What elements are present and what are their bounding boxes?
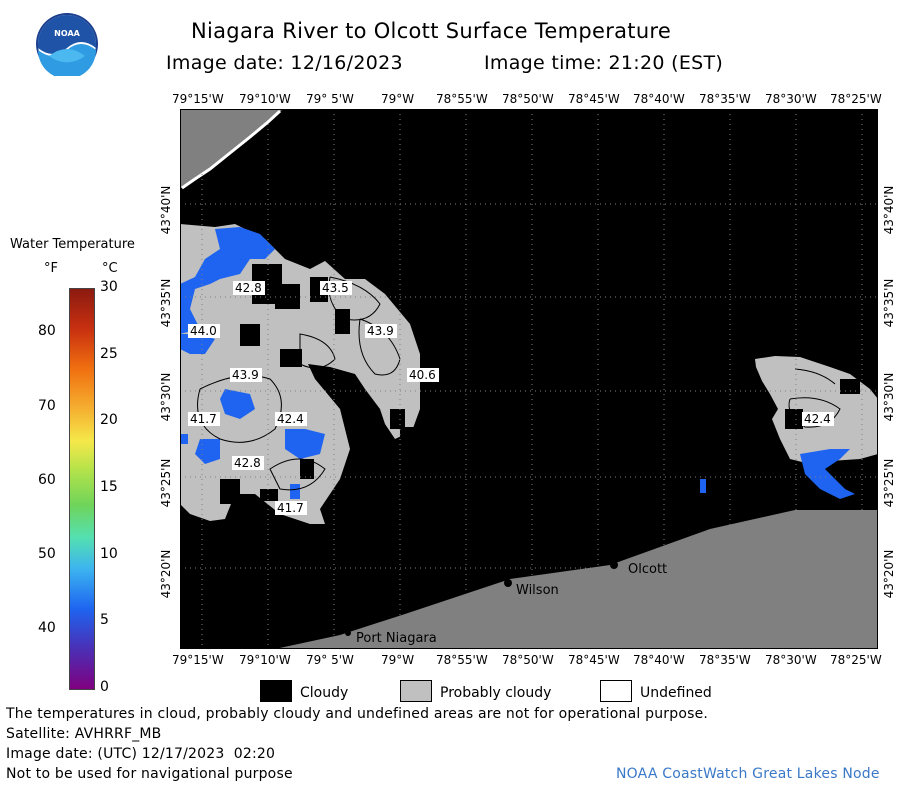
cold-water-patches — [180, 227, 855, 499]
lon-label: 78°25'W — [830, 653, 882, 667]
undefined-border — [181, 109, 282, 190]
navigation-warning: Not to be used for navigational purpose — [6, 766, 293, 782]
fahrenheit-tick: 70 — [38, 397, 56, 414]
legend-probably-cloudy-swatch — [400, 680, 432, 702]
places: Olcott Wilson Port Niagara — [345, 561, 667, 646]
lat-lon-grid — [180, 109, 878, 649]
map-area: 42.8 43.5 43.9 44.0 43.9 40.6 41.7 42.4 … — [180, 109, 878, 649]
lat-label: 43°25'N — [159, 458, 173, 508]
temp-label: 42.8 — [235, 281, 262, 295]
color-scale-bar — [69, 288, 95, 690]
lon-label: 79°15'W — [172, 653, 224, 667]
lon-label: 79°W — [381, 653, 415, 667]
celsius-tick: 5 — [100, 612, 109, 629]
lon-label: 78°35'W — [699, 653, 751, 667]
temp-label: 42.4 — [804, 412, 831, 426]
lon-label: 79°15'W — [172, 92, 224, 106]
noaa-logo: NOAA — [35, 12, 99, 79]
lon-label: 78°30'W — [765, 92, 817, 106]
utc-date-text: Image date: (UTC) 12/17/2023 02:20 — [6, 746, 276, 762]
temp-label: 44.0 — [190, 324, 217, 338]
fahrenheit-tick: 50 — [38, 545, 56, 562]
wilson-marker — [504, 579, 512, 587]
lon-label: 78°45'W — [568, 653, 620, 667]
celsius-tick: 25 — [100, 345, 118, 362]
fahrenheit-tick: 80 — [38, 323, 56, 340]
lat-label: 43°40'N — [882, 185, 896, 235]
lon-label: 78°40'W — [633, 92, 685, 106]
land-south-shore — [275, 510, 878, 649]
legend-undefined-label: Undefined — [640, 685, 712, 701]
olcott-label: Olcott — [628, 562, 667, 577]
satellite-text: Satellite: AVHRRF_MB — [6, 726, 162, 742]
disclaimer-text: The temperatures in cloud, probably clou… — [6, 706, 709, 722]
lon-label: 78°40'W — [633, 653, 685, 667]
lat-label: 43°20'N — [882, 549, 896, 599]
lon-label: 78°50'W — [502, 653, 554, 667]
lat-label: 43°30'N — [882, 372, 896, 422]
temp-label: 43.9 — [367, 324, 394, 338]
celsius-tick: 20 — [100, 412, 118, 429]
lat-label: 43°30'N — [159, 372, 173, 422]
temp-label: 40.6 — [409, 368, 436, 382]
lat-label: 43°20'N — [159, 549, 173, 599]
color-scale-unit-c: °C — [102, 261, 118, 276]
temp-label: 43.9 — [232, 368, 259, 382]
noaa-logo-icon: NOAA — [36, 13, 98, 79]
lon-label: 79° 5'W — [306, 653, 354, 667]
temperature-labels: 42.8 43.5 43.9 44.0 43.9 40.6 41.7 42.4 … — [188, 281, 834, 515]
lon-label: 78°50'W — [502, 92, 554, 106]
celsius-tick: 30 — [100, 279, 118, 295]
lon-label: 78°45'W — [568, 92, 620, 106]
lon-label: 79°W — [381, 92, 415, 106]
map-frame — [180, 109, 878, 649]
legend-undefined-swatch — [600, 680, 632, 702]
celsius-tick: 10 — [100, 545, 118, 562]
lon-label: 78°25'W — [830, 92, 882, 106]
port-niagara-label: Port Niagara — [356, 631, 437, 646]
temp-label: 42.4 — [277, 412, 304, 426]
wilson-label: Wilson — [516, 583, 559, 598]
color-scale-title: Water Temperature — [10, 237, 135, 252]
olcott-marker — [610, 561, 618, 569]
lon-label: 79° 5'W — [306, 92, 354, 106]
lon-label: 78°55'W — [436, 92, 488, 106]
legend-cloudy-label: Cloudy — [300, 685, 349, 701]
color-scale-unit-f: °F — [44, 261, 58, 276]
cloud-holes — [220, 264, 860, 504]
legend-probably-cloudy-label: Probably cloudy — [440, 685, 552, 701]
temp-label: 41.7 — [190, 412, 217, 426]
lat-label: 43°35'N — [882, 278, 896, 328]
credit-text: NOAA CoastWatch Great Lakes Node — [616, 766, 880, 782]
lon-label: 79°10'W — [239, 653, 291, 667]
lat-label: 43°35'N — [159, 278, 173, 328]
probably-cloudy-west — [180, 224, 420, 524]
page-title: Niagara River to Olcott Surface Temperat… — [191, 19, 672, 43]
noaa-logo-text: NOAA — [54, 29, 80, 38]
temp-label: 42.8 — [234, 456, 261, 470]
lon-label: 78°55'W — [436, 653, 488, 667]
port-niagara-marker — [345, 630, 351, 636]
celsius-tick: 15 — [100, 479, 118, 495]
celsius-tick: 0 — [100, 679, 109, 695]
temp-label: 41.7 — [277, 501, 304, 515]
temp-label: 43.5 — [322, 281, 349, 295]
fahrenheit-tick: 40 — [38, 619, 56, 636]
legend-cloudy-swatch — [260, 680, 292, 702]
lon-label: 78°35'W — [699, 92, 751, 106]
lat-label: 43°25'N — [882, 458, 896, 508]
lon-label: 78°30'W — [765, 653, 817, 667]
image-date: Image date: 12/16/2023 — [166, 52, 403, 74]
image-time: Image time: 21:20 (EST) — [484, 52, 724, 74]
land-top-left — [180, 109, 283, 189]
lon-label: 79°10'W — [239, 92, 291, 106]
fahrenheit-tick: 60 — [38, 471, 56, 488]
lat-label: 43°40'N — [159, 185, 173, 235]
